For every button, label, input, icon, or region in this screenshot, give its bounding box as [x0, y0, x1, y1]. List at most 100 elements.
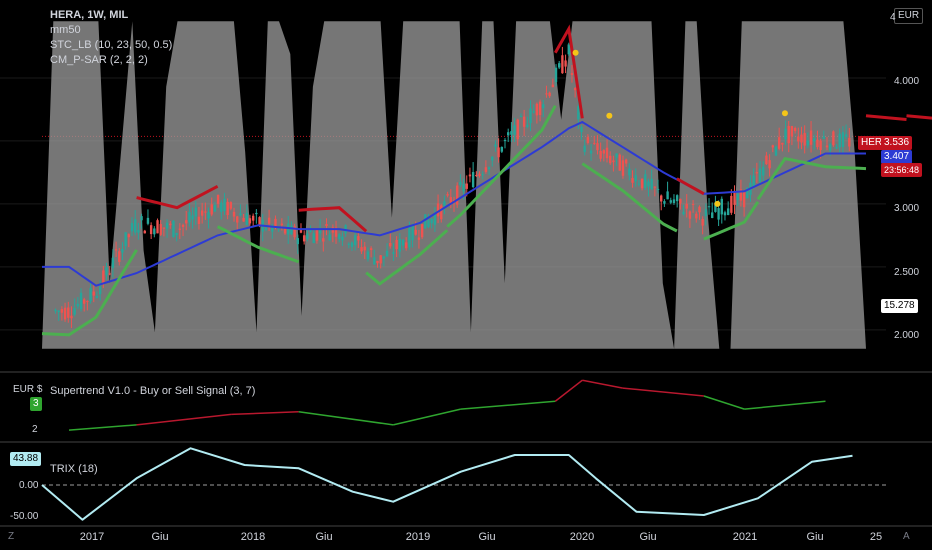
candle-body [216, 194, 220, 204]
candle-body [612, 160, 615, 163]
candle-body [443, 201, 446, 207]
candle-body [315, 230, 319, 241]
trix-tick-minus50: -50.00 [10, 511, 39, 522]
candle-body [264, 228, 268, 230]
candle-body [609, 155, 612, 164]
candle-body [602, 150, 606, 154]
candle-body [411, 225, 414, 241]
candle-body [210, 204, 213, 215]
candle-body [121, 249, 124, 253]
candle-body [510, 131, 513, 135]
candle-body [538, 101, 542, 116]
supertrend-title: Supertrend V1.0 - Buy or Sell Signal (3,… [50, 385, 256, 397]
candle-body [615, 153, 618, 158]
supertrend-seg-0 [68, 424, 137, 431]
candle-body [739, 189, 743, 201]
candle-body [497, 147, 500, 158]
candle-body [137, 230, 140, 233]
candle-body [70, 315, 73, 319]
indicator-stc[interactable]: STC_LB (10, 23, 50, 0.5) [50, 39, 173, 51]
candle-body [551, 84, 555, 88]
indicator-psar[interactable]: CM_P-SAR (2, 2, 2) [50, 54, 148, 66]
candle-body [162, 227, 166, 229]
x-label-giu-2018: Giu [315, 531, 333, 543]
candle-body [624, 159, 628, 164]
stc-area-fill [42, 21, 866, 349]
candle-body [720, 198, 723, 215]
sar-band-9 [703, 200, 760, 241]
zoom-button[interactable]: Z [8, 531, 15, 542]
candle-body [666, 191, 669, 200]
supertrend-legend[interactable]: Supertrend V1.0 - Buy or Sell Signal (3,… [50, 384, 255, 399]
candle-body [532, 111, 535, 113]
candle-body [322, 238, 325, 242]
price-tick-top: 4 [890, 12, 896, 23]
candle-body [258, 217, 261, 225]
candle-body [178, 228, 182, 230]
candle-body [455, 185, 459, 205]
trix-legend[interactable]: TRIX (18) [50, 462, 98, 477]
candle-body [583, 145, 586, 152]
candle-body [236, 216, 239, 223]
candle-body [835, 147, 838, 149]
candle-body [389, 242, 392, 247]
candle-body [143, 230, 146, 234]
candle-body [242, 217, 245, 222]
candle-body [159, 224, 162, 235]
candle-body [430, 218, 433, 224]
candle-body [573, 88, 577, 91]
candle-body [726, 208, 730, 216]
candle-body [848, 137, 851, 147]
candle-body [570, 73, 574, 75]
candle-body [752, 175, 755, 187]
supertrend-currency[interactable]: EUR $ [13, 384, 43, 395]
candle-body [522, 116, 526, 127]
candle-body [341, 236, 344, 241]
candle-body [255, 212, 258, 215]
candle-body [586, 137, 590, 143]
candle-body [449, 197, 453, 205]
price-tick-2500: 2.500 [894, 267, 920, 278]
candle-body [548, 92, 551, 97]
candle-body [248, 218, 252, 224]
candle-body [118, 251, 121, 262]
candle-body [82, 299, 86, 304]
candle-body [691, 203, 695, 205]
indicator-mm50[interactable]: mm50 [50, 24, 81, 36]
candle-body [593, 142, 596, 144]
x-label-2018: 2018 [240, 531, 266, 543]
candle-body [175, 232, 178, 236]
candle-body [800, 134, 803, 143]
auto-scale-button[interactable]: A [903, 531, 910, 542]
candle-body [813, 138, 816, 142]
candle-body [86, 301, 89, 303]
indicator-panes [41, 379, 886, 521]
candle-body [567, 44, 570, 55]
candle-body [500, 146, 504, 152]
candle-body [768, 160, 771, 169]
supertrend-badge: 3 [30, 397, 42, 411]
candle-body [350, 242, 354, 247]
candle-body [379, 255, 382, 264]
candle-body [382, 256, 386, 259]
currency-button[interactable]: EUR [894, 8, 924, 24]
sar-band-6 [553, 24, 584, 119]
candle-body [360, 247, 363, 252]
candle-body [398, 238, 402, 252]
candle-body [309, 230, 312, 232]
candle-body [487, 167, 491, 170]
candle-body [535, 103, 539, 116]
candle-body [471, 172, 475, 188]
candle-body [554, 67, 558, 83]
main-legend: HERA, 1W, MIL mm50 STC_LB (10, 23, 50, 0… [50, 8, 172, 68]
candle-body [287, 223, 290, 235]
candle-body [542, 104, 545, 109]
x-label-end: 25 [869, 531, 883, 543]
candle-body [369, 248, 373, 250]
candle-body [631, 178, 634, 183]
candle-body [338, 234, 341, 239]
ma50-line [42, 120, 866, 287]
candle-body [67, 307, 70, 318]
candle-body [526, 124, 529, 128]
candle-body [63, 307, 67, 320]
